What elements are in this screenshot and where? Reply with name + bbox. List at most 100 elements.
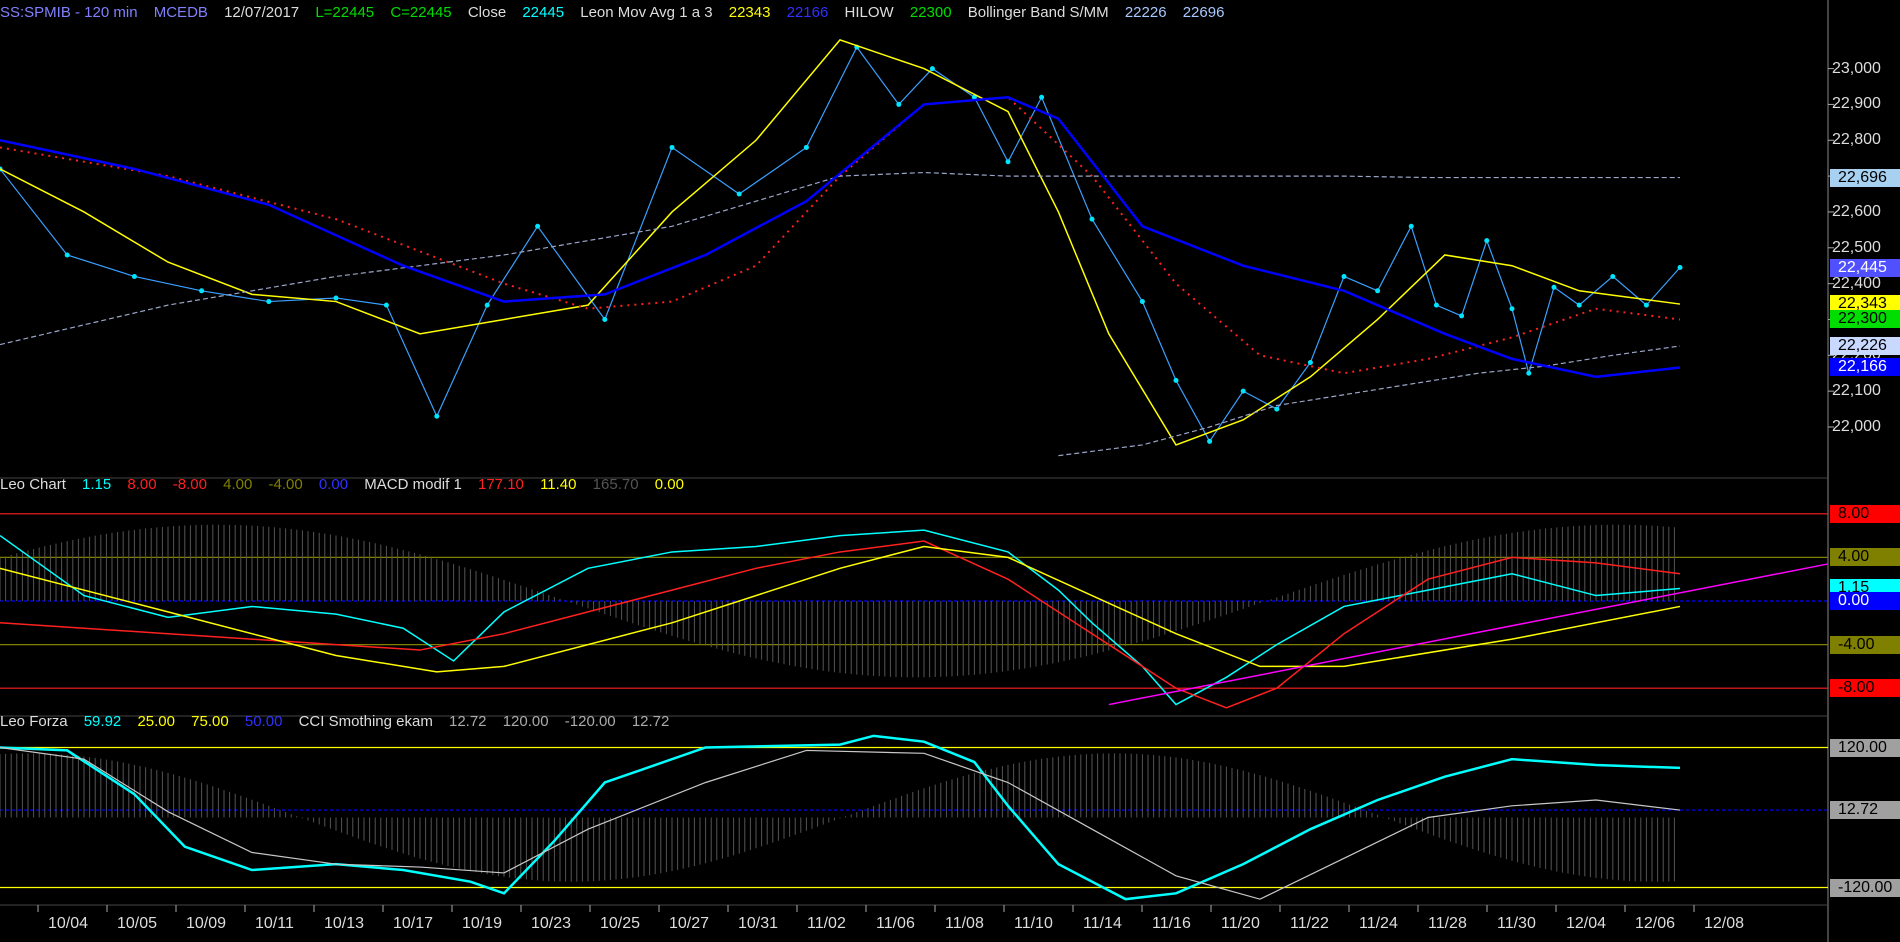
- forza-series-0: [0, 734, 1681, 901]
- forza-v2: 25.00: [137, 713, 175, 730]
- close-eq-label: C=22445: [390, 4, 452, 21]
- value-badge: 22,166: [1830, 358, 1900, 377]
- x-tick-label: 11/02: [807, 915, 846, 932]
- hilow-label: HILOW: [844, 4, 894, 21]
- macd-label: MACD modif 1: [364, 476, 462, 493]
- x-tick-label: 11/24: [1359, 915, 1398, 932]
- close-point-2: [131, 273, 137, 279]
- leo-v1: 1.15: [82, 476, 112, 493]
- close-point-35: [1551, 284, 1557, 290]
- close-point-36: [1576, 302, 1582, 308]
- y-tick-label: 23,000: [1832, 59, 1881, 77]
- close-point-13: [803, 144, 809, 150]
- x-tick-label: 11/20: [1221, 915, 1260, 932]
- macd-v2: 11.40: [540, 476, 577, 493]
- x-tick-label: 10/23: [531, 915, 572, 932]
- symbol-label: SS:SPMIB - 120 min: [0, 4, 138, 21]
- close-point-3: [199, 288, 205, 294]
- close-point-5: [333, 295, 339, 301]
- low-label: L=22445: [315, 4, 375, 21]
- close-point-19: [1039, 94, 1045, 100]
- close-point-39: [1677, 265, 1683, 271]
- close-point-12: [736, 191, 742, 197]
- forza-badge: -120.00: [1830, 878, 1900, 897]
- macd-series-0: [0, 529, 1681, 706]
- leo-v3: -8.00: [172, 476, 207, 493]
- x-tick-label: 11/14: [1083, 915, 1122, 932]
- series-line-2: [0, 96, 1681, 375]
- series-line-1: [0, 39, 1681, 446]
- macd-v4: 0.00: [654, 476, 684, 493]
- macd-series-2: [0, 545, 1681, 673]
- close-point-38: [1643, 302, 1649, 308]
- x-tick-label: 10/27: [669, 915, 710, 932]
- trend-line: [1108, 563, 1829, 706]
- x-tick-label: 11/08: [945, 915, 984, 932]
- x-tick-label: 11/22: [1290, 915, 1329, 932]
- close-point-29: [1408, 223, 1414, 229]
- cci-label: CCI Smothing ekam: [298, 713, 433, 730]
- x-tick-label: 10/11: [255, 915, 294, 932]
- date-label: 12/07/2017: [224, 4, 300, 21]
- leo-v4: 4.00: [223, 476, 253, 493]
- forza-v3: 75.00: [191, 713, 229, 730]
- cci-v1: 12.72: [448, 713, 487, 730]
- leo-v5: -4.00: [268, 476, 303, 493]
- x-tick-label: 10/17: [393, 915, 434, 932]
- leo-chart-label: Leo Chart: [0, 476, 66, 493]
- series-line-3: [0, 171, 1680, 346]
- leo-forza-label: Leo Forza: [0, 713, 68, 730]
- close-point-10: [602, 316, 608, 322]
- value-badge: 22,226: [1830, 336, 1900, 355]
- leon-value-2: 22166: [786, 4, 829, 21]
- close-point-22: [1173, 377, 1179, 383]
- x-tick-label: 10/09: [186, 915, 227, 932]
- x-tick-label: 11/30: [1497, 915, 1536, 932]
- series-line-5: [0, 95, 1681, 379]
- value-badge: 22,343: [1830, 295, 1900, 314]
- x-tick-label: 10/19: [462, 915, 503, 932]
- forza-badge: 12.72: [1830, 801, 1900, 820]
- y-tick-label: 22,100: [1832, 382, 1881, 400]
- close-point-9: [535, 223, 541, 229]
- x-tick-label: 10/05: [117, 915, 158, 932]
- close-label: Close: [467, 4, 507, 21]
- x-tick-label: 10/13: [324, 915, 365, 932]
- y-tick-label: 22,400: [1832, 274, 1881, 292]
- forza-v4: 50.00: [244, 713, 283, 730]
- close-point-26: [1307, 359, 1313, 365]
- macd-badge: 4.00: [1830, 548, 1900, 567]
- macd-series-1: [0, 540, 1681, 709]
- y-tick-label: 22,000: [1832, 417, 1881, 435]
- close-point-34: [1526, 370, 1532, 376]
- close-point-31: [1459, 313, 1465, 319]
- close-point-1: [64, 252, 70, 258]
- close-point-4: [266, 299, 272, 305]
- close-point-32: [1484, 238, 1490, 244]
- y-tick-label: 22,800: [1832, 131, 1881, 149]
- close-point-33: [1509, 306, 1515, 312]
- macd-v3: 165.70: [592, 476, 639, 493]
- x-tick-label: 12/08: [1704, 915, 1745, 932]
- forza-header: Leo Forza 59.92 25.00 75.00 50.00 CCI Sm…: [0, 713, 681, 730]
- close-point-7: [434, 413, 440, 419]
- close-point-15: [896, 101, 902, 107]
- series-line-4: [1058, 345, 1681, 457]
- cci-v3: -120.00: [564, 713, 616, 730]
- x-tick-label: 10/04: [48, 915, 89, 932]
- close-point-6: [383, 302, 389, 308]
- x-tick-label: 11/10: [1014, 915, 1053, 932]
- close-point-28: [1375, 288, 1381, 294]
- forza-badge: 120.00: [1830, 738, 1900, 757]
- close-point-8: [484, 302, 490, 308]
- leo-v6: 0.00: [318, 476, 349, 493]
- close-point-20: [1089, 216, 1095, 222]
- price-header: SS:SPMIB - 120 min MCEDB 12/07/2017 L=22…: [0, 4, 1236, 21]
- leon-label: Leon Mov Avg 1 a 3: [580, 4, 713, 21]
- bb-value-2: 22696: [1182, 4, 1225, 21]
- bb-value-1: 22226: [1124, 4, 1167, 21]
- forza-v1: 59.92: [83, 713, 122, 730]
- macd-badge: 0.00: [1830, 592, 1900, 610]
- macd-badge: -8.00: [1830, 679, 1900, 698]
